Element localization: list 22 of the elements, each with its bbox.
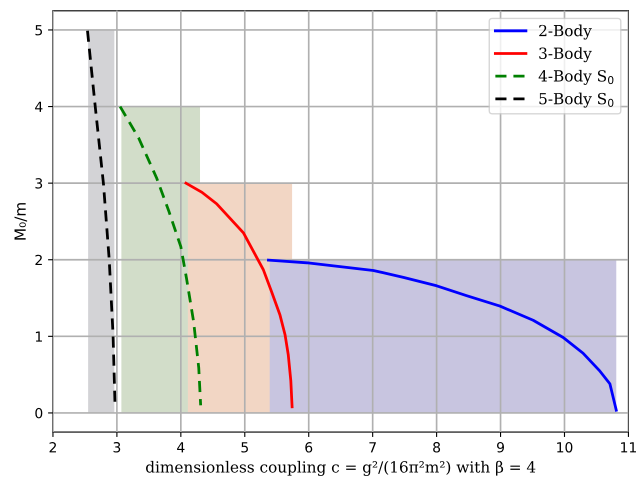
- x-tick-label: 7: [369, 442, 376, 452]
- x-tick-label: 6: [305, 442, 312, 453]
- legend-label: 4-Body S$_{0}$: [538, 70, 614, 85]
- y-tick-label: 2: [35, 254, 42, 266]
- x-tick-label: 9: [497, 442, 504, 453]
- y-tick-label: 4: [35, 102, 42, 112]
- x-tick-label: 10: [557, 442, 572, 453]
- x-tick-label: 2: [50, 442, 56, 452]
- legend-label: 2-Body: [539, 24, 592, 40]
- y-tick-label: 5: [35, 25, 42, 36]
- y-tick-label: 1: [36, 331, 42, 342]
- x-tick-label: 5: [241, 442, 248, 453]
- legend-label: 5-Body S$_{0}$: [539, 92, 614, 108]
- y-axis-title: M₀/m: [14, 203, 28, 240]
- y-tick-label: 0: [35, 408, 42, 418]
- x-tick-label: 4: [177, 442, 184, 452]
- x-tick-label: 8: [433, 442, 440, 453]
- x-tick-label: 11: [621, 442, 636, 452]
- y-tick-label: 3: [35, 178, 42, 189]
- legend-label: 3-Body: [539, 47, 592, 62]
- x-tick-label: 3: [114, 442, 120, 453]
- x-axis-title: dimensionless coupling c = g²/(16π²m²) with β = 4: [146, 460, 536, 476]
